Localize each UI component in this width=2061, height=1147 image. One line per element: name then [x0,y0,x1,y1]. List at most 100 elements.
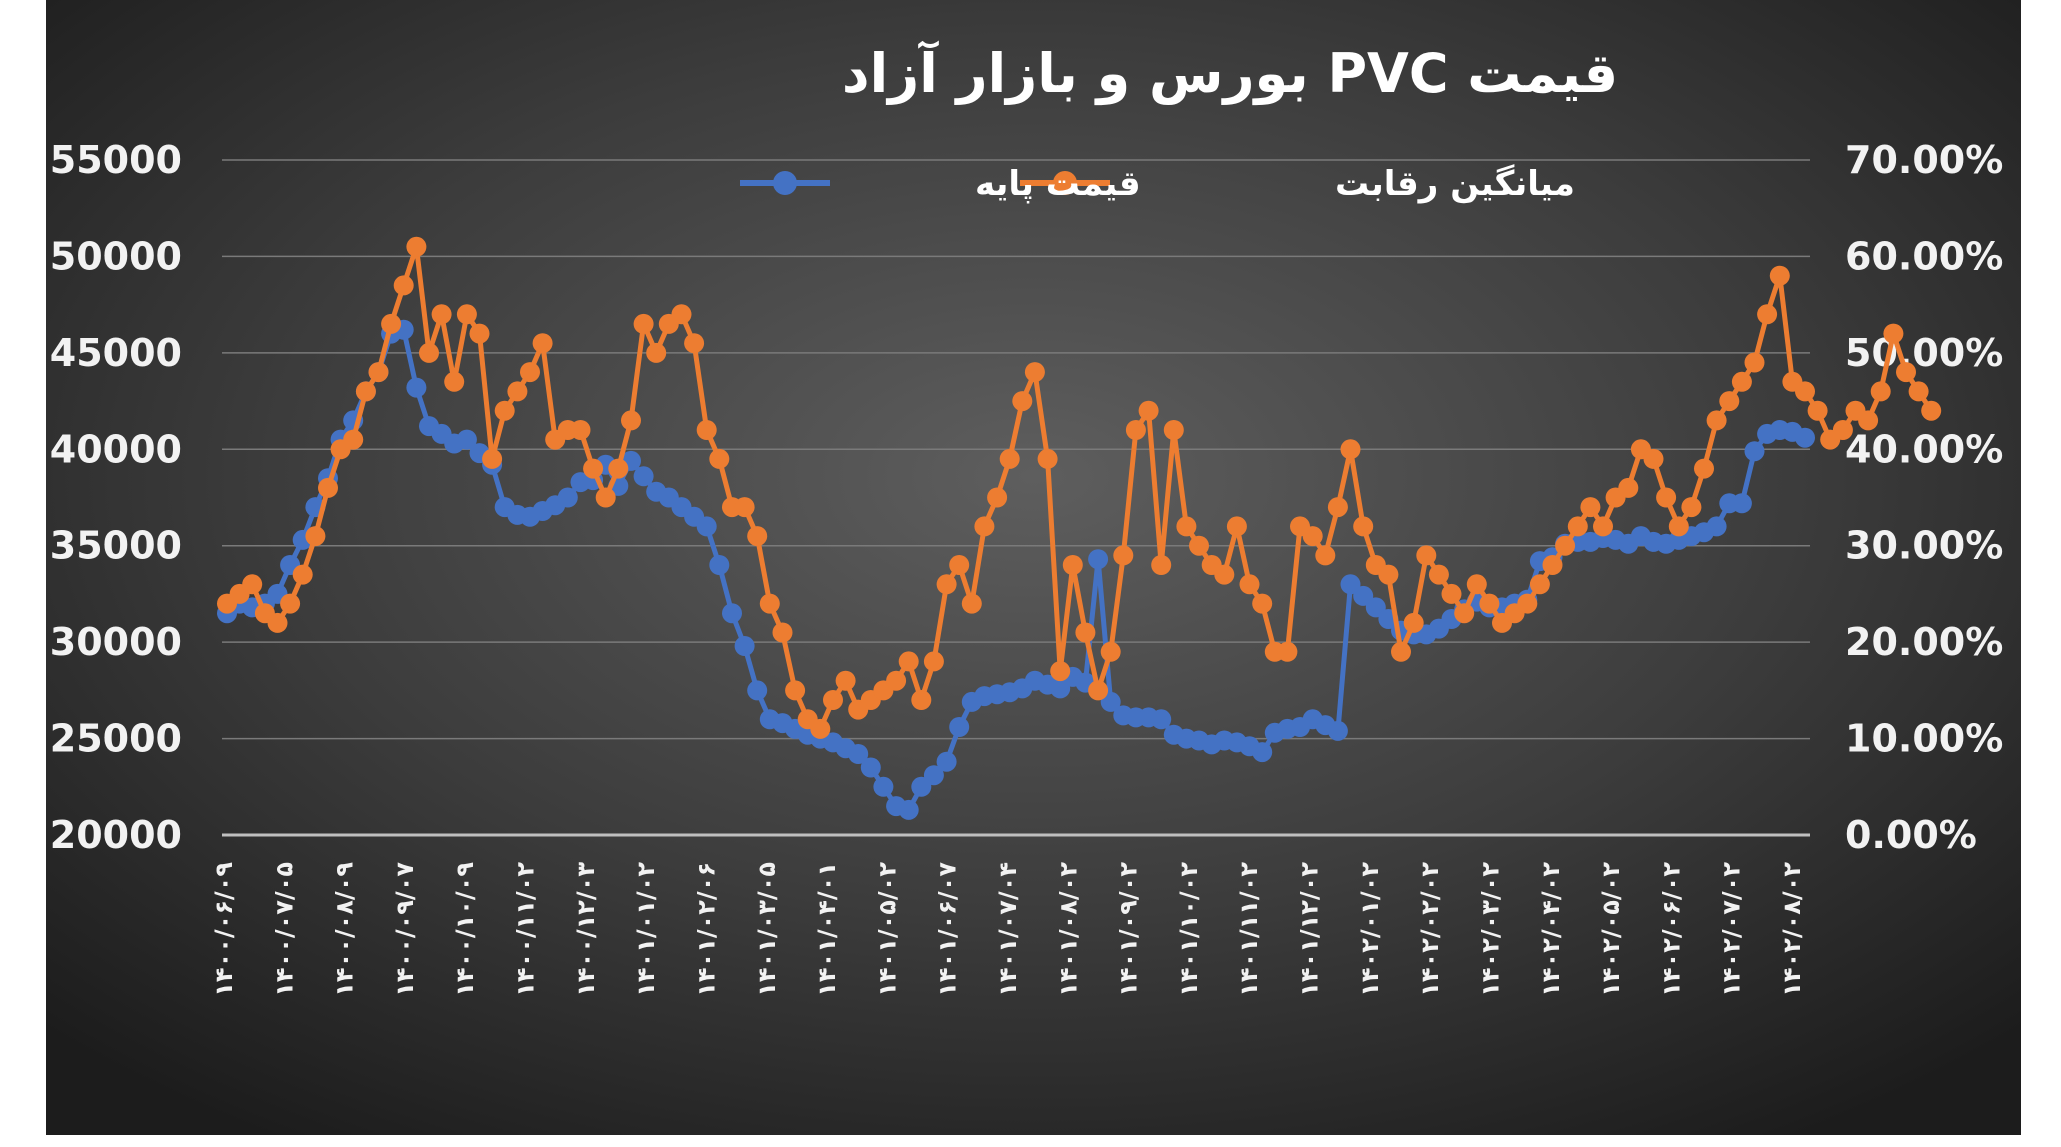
data-point [671,304,692,325]
data-point [886,670,907,691]
data-point [482,448,503,469]
data-point [1353,516,1374,537]
data-point [406,236,427,257]
data-point [898,651,919,672]
data-point [734,636,755,656]
x-axis-tick-label: ۱۴۰۱/۰۲/۰۶ [692,862,720,997]
data-point [1428,564,1449,585]
data-point [520,362,540,383]
x-axis-tick-label: ۱۴۰۰/۱۱/۰۲ [512,862,540,997]
data-point [393,275,414,296]
data-point [936,574,957,595]
x-axis-tick-label: ۱۴۰۱/۰۶/۰۷ [934,862,962,997]
data-point [1088,549,1109,570]
data-point [1542,555,1563,575]
data-point [456,304,477,325]
left-y-axis: 55000 50000 45000 40000 35000 30000 25000 20000 [50,138,182,857]
data-point [1466,574,1487,595]
data-point [1050,678,1071,699]
data-point [595,487,616,508]
data-point [1189,535,1209,556]
data-point [949,717,970,737]
data-point [1807,400,1828,421]
data-point [1302,526,1323,547]
data-point [923,651,944,672]
data-point [355,381,376,402]
data-point [1062,555,1083,575]
data-point [1744,441,1765,462]
data-point [1744,352,1765,373]
data-point [1277,641,1298,662]
data-point [242,574,263,595]
data-point [1252,593,1273,614]
data-point [1795,427,1815,448]
data-point [1226,516,1247,537]
chart-title: قیمت PVC بورس و بازار آزاد [842,40,1618,105]
x-axis-tick-label: ۱۴۰۱/۰۱/۰۲ [632,862,660,997]
x-axis-tick-label: ۱۴۰۲/۰۷/۰۲ [1718,862,1746,997]
x-axis-tick-label: ۱۴۰۰/۱۲/۰۳ [572,862,600,997]
data-point [709,448,730,469]
data-point [1567,516,1588,537]
data-point [1024,362,1045,383]
data-point [1731,371,1752,392]
x-axis-tick-label: ۱۴۰۰/۰۹/۰۷ [391,862,419,997]
x-axis: ۱۴۰۰/۰۶/۰۹ ۱۴۰۰/۰۷/۰۵ ۱۴۰۰/۰۸/۰۹ ۱۴۰۰/۰۹/۰۷… [210,862,1806,997]
data-point [1315,545,1336,566]
x-axis-tick-label: ۱۴۰۱/۱۲/۰۲ [1296,862,1324,997]
left-axis-tick-label: 25000 [50,717,182,761]
legend: میانگین رقابت قیمت پایه [740,164,1575,204]
x-axis-tick-label: ۱۴۰۱/۱۱/۰۲ [1235,862,1263,997]
data-point [280,593,301,614]
x-axis-tick-label: ۱۴۰۱/۰۳/۰۵ [753,862,781,997]
x-axis-tick-label: ۱۴۰۱/۰۹/۰۲ [1115,862,1143,997]
data-point [1921,400,1942,421]
x-axis-tick-label: ۱۴۰۱/۱۰/۰۲ [1175,862,1203,997]
data-point [1883,323,1904,344]
data-point [608,458,629,479]
data-point [570,420,591,440]
left-axis-tick-label: 20000 [50,813,182,857]
data-point [1327,497,1348,518]
data-point [961,593,982,614]
data-point [1795,381,1815,402]
data-point [1100,691,1121,712]
data-point [1088,680,1109,701]
legend-item: قیمت پایه [740,164,1141,204]
data-point [1214,564,1235,585]
data-point [1896,362,1916,383]
data-point [1391,641,1411,662]
legend-item: میانگین رقابت [1020,164,1575,204]
x-axis-tick-label: ۱۴۰۲/۰۴/۰۲ [1537,862,1565,997]
data-point [974,516,995,537]
right-axis-tick-label: 0.00% [1845,813,1977,857]
data-point [1138,400,1159,421]
data-point [1656,487,1677,508]
legend-label: قیمت پایه [975,164,1141,204]
x-axis-tick-label: ۱۴۰۲/۰۲/۰۲ [1416,862,1444,997]
data-point [1757,304,1778,325]
data-point [633,313,654,334]
data-point [923,765,944,786]
data-point [684,333,705,354]
data-point [848,744,869,764]
data-point [494,400,515,421]
data-point [1239,574,1260,595]
data-point [747,526,768,547]
series-competition-average [217,236,1942,739]
x-axis-tick-label: ۱۴۰۰/۰۸/۰۹ [331,862,359,997]
data-point [318,477,338,498]
data-point [431,304,452,325]
data-point [1403,612,1424,633]
x-axis-tick-label: ۱۴۰۲/۰۵/۰۲ [1597,862,1625,997]
data-point [1125,420,1146,440]
data-point [507,381,528,402]
left-axis-tick-label: 55000 [50,138,182,182]
data-point [292,564,313,585]
data-point [1327,720,1348,741]
data-point [1252,742,1273,763]
data-point [911,690,932,710]
data-point [1340,439,1361,460]
